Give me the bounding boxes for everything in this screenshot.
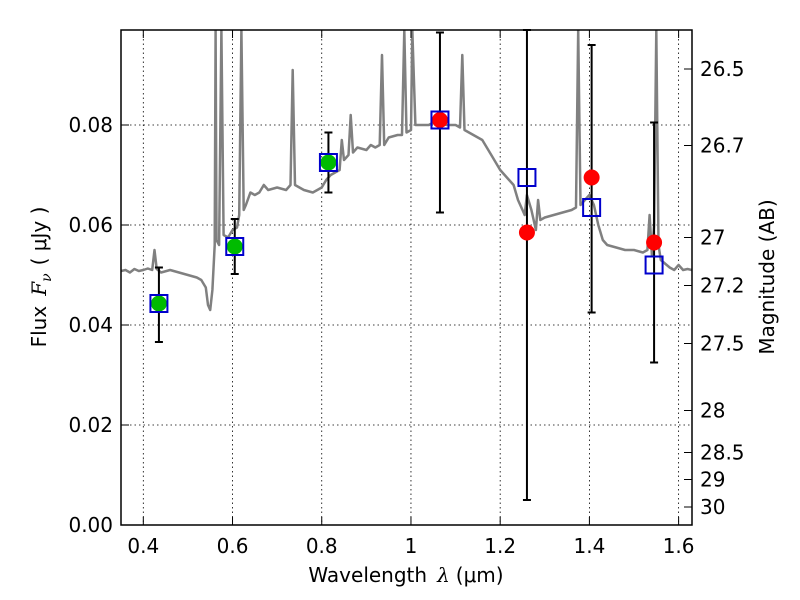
y2-tick-label: 26.5 <box>700 57 745 81</box>
y-axis-label: FluxFν( μJy ) <box>27 207 55 348</box>
y2-axis-label: Magnitude (AB) <box>755 199 779 354</box>
data-point <box>226 238 243 255</box>
data-point <box>320 154 337 171</box>
y2-tick-label: 28.5 <box>700 441 745 465</box>
model-square <box>582 198 602 217</box>
model-square <box>430 110 450 130</box>
x-tick-label: 0.6 <box>217 534 249 558</box>
y2-tick-label: 30 <box>700 495 725 519</box>
x-tick-label: 1.6 <box>663 534 695 558</box>
y-tick-label: 0.06 <box>68 213 113 237</box>
x-tick-label: 1.4 <box>573 534 605 558</box>
data-point <box>518 224 535 241</box>
y2-tick-label: 29 <box>700 468 725 492</box>
model-photometry <box>149 110 664 313</box>
data-point <box>150 295 167 312</box>
data-point <box>583 169 600 186</box>
y-tick-label: 0.04 <box>68 313 113 337</box>
y2-tick-label: 27.5 <box>700 332 745 356</box>
model-square <box>318 153 338 172</box>
observed-points <box>150 112 663 312</box>
y-tick-label: 0.00 <box>68 513 113 537</box>
x-tick-label: 0.8 <box>306 534 338 558</box>
data-point <box>646 234 663 251</box>
y-tick-label: 0.08 <box>68 113 113 137</box>
y2-tick-label: 26.7 <box>700 134 745 158</box>
model-square <box>644 255 664 275</box>
x-tick-label: 1.2 <box>484 534 516 558</box>
plot-frame <box>120 29 693 526</box>
y-tick-label: 0.02 <box>68 413 113 437</box>
y2-tick-label: 28 <box>700 399 725 423</box>
x-axis-label: Wavelength λ (μm) <box>308 563 503 587</box>
data-point <box>431 112 448 128</box>
x-tick-label: 0.4 <box>127 534 159 558</box>
model-square <box>517 168 537 187</box>
model-square <box>149 294 169 313</box>
y2-tick-label: 27.2 <box>700 274 745 298</box>
y2-tick-label: 27 <box>700 226 725 250</box>
axis-ticks: 0.4 0.6 0.8 1 1.2 1.4 1.6 0.00 0.02 0.04 0.06 0.08 2… <box>68 30 745 558</box>
model-square <box>225 237 245 256</box>
x-tick-label: 1 <box>405 534 418 558</box>
